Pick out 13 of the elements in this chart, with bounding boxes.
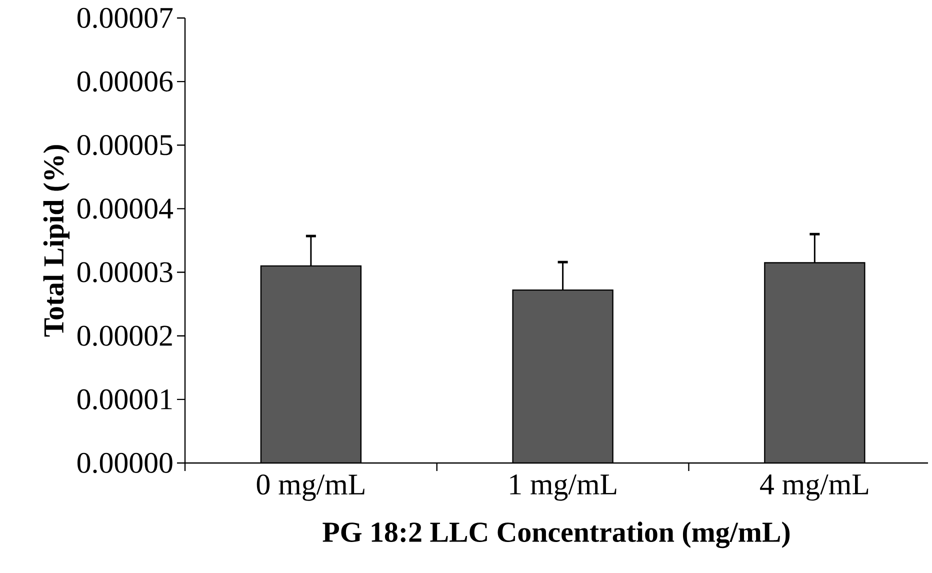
x-tick-label: 4 mg/mL — [760, 474, 868, 501]
y-tick-label: 0.00003 — [77, 262, 172, 282]
x-tick-label: 0 mg/mL — [256, 474, 364, 501]
y-tick-label: 0.00004 — [77, 198, 174, 219]
x-axis-title: PG 18:2 LLC Concentration (mg/mL) — [322, 522, 790, 548]
y-tick-label: 0.00006 — [77, 71, 173, 92]
y-axis-title: Total Lipid (%) — [43, 145, 70, 337]
y-tick-label: 0.00002 — [77, 326, 172, 346]
y-tick-label: 0.00007 — [77, 8, 173, 28]
x-tick-label: 1 mg/mL — [510, 474, 616, 501]
y-tick-label: 0.00000 — [77, 452, 172, 474]
y-tick-label: 0.00005 — [77, 134, 172, 156]
y-tick-label: 0.00001 — [77, 389, 172, 410]
